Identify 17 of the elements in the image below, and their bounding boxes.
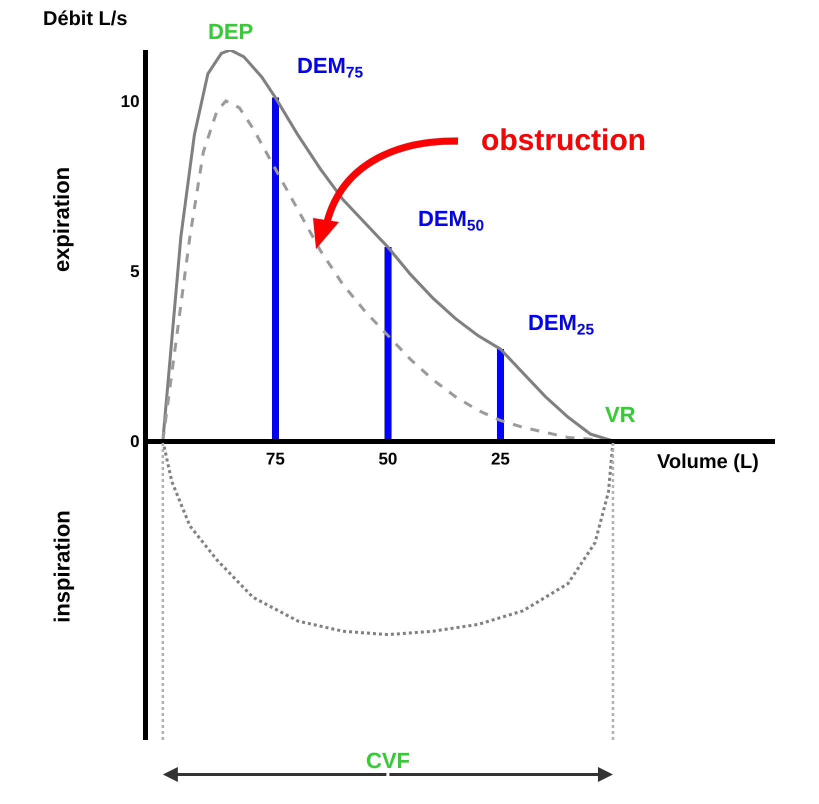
- y-tick-label: 5: [130, 262, 140, 281]
- text: inspiration: [49, 510, 74, 623]
- y-axis-title: Débit L/s: [43, 8, 128, 30]
- text: expiration: [49, 166, 74, 272]
- y-tick-label: 10: [120, 92, 140, 111]
- annotation: DEM$_{50}$: [418, 206, 484, 235]
- annotation: VR: [605, 402, 636, 427]
- annotation: DEP: [208, 19, 254, 44]
- annotation: DEM$_{75}$: [297, 53, 364, 82]
- x-tick-label: 25: [490, 449, 510, 468]
- x-tick-label: 75: [266, 449, 285, 468]
- x-axis-title: Volume (L): [657, 451, 759, 473]
- x-tick-label: 50: [378, 449, 398, 468]
- text: CVF: [366, 748, 410, 773]
- y-tick-label: 0: [130, 432, 140, 451]
- annotation: DEM$_{25}$: [528, 310, 594, 339]
- annotation: obstruction: [481, 124, 646, 157]
